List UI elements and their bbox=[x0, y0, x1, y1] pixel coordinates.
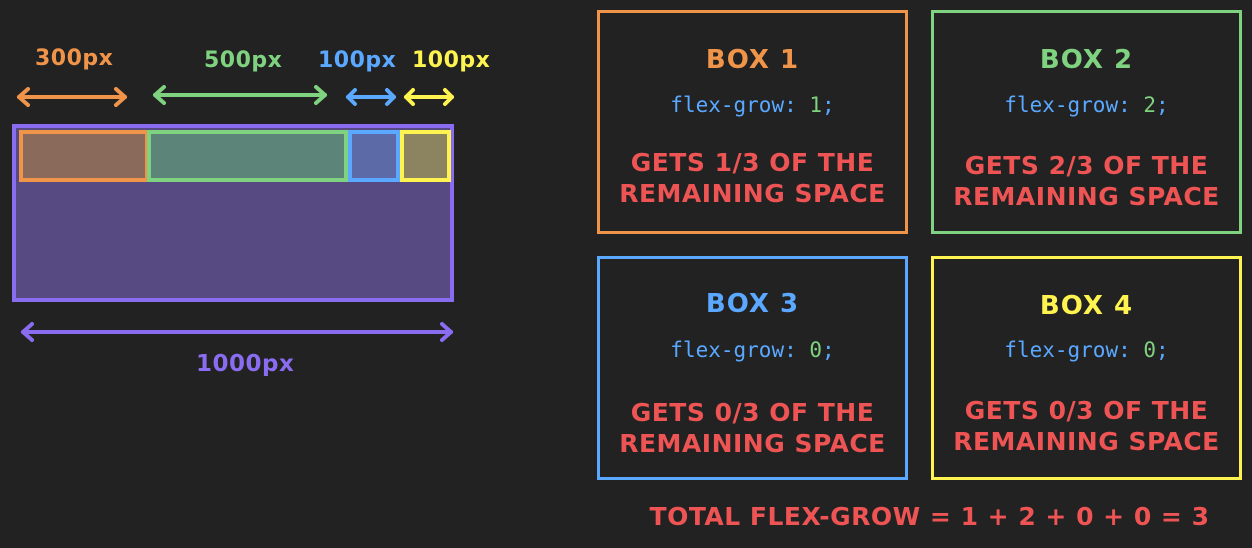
box-1-code-value: 1 bbox=[809, 93, 823, 117]
box-2-desc-line1: GETS 2/3 OF THE bbox=[964, 151, 1209, 180]
width-label-box-2: 500px bbox=[204, 48, 283, 73]
box-3-desc-line1: GETS 0/3 OF THE bbox=[630, 398, 875, 427]
container-width-label: 1000px bbox=[196, 351, 295, 377]
width-arrow-box-4 bbox=[404, 88, 454, 106]
width-label-box-4: 100px bbox=[412, 48, 491, 73]
box-4-code-value: 0 bbox=[1143, 338, 1157, 362]
box-3-desc-line2: REMAINING SPACE bbox=[619, 429, 886, 458]
box-1-description: GETS 1/3 OF THE REMAINING SPACE bbox=[600, 147, 905, 209]
box-4-code: flex-grow: 0; bbox=[934, 338, 1239, 362]
width-arrow-box-1 bbox=[17, 87, 127, 107]
box-2-title: BOX 2 bbox=[1039, 45, 1134, 75]
box-4-code-prop: flex-grow: bbox=[1004, 338, 1144, 362]
width-arrow-box-2 bbox=[153, 85, 327, 105]
width-label-box-1: 300px bbox=[35, 46, 114, 71]
box-3-code: flex-grow: 0; bbox=[600, 338, 905, 362]
width-label-box-3: 100px bbox=[318, 48, 397, 73]
box-4-code-end: ; bbox=[1156, 338, 1169, 362]
flex-item-box-3 bbox=[348, 130, 400, 182]
total-flex-grow: TOTAL FLEX-GROW = 1 + 2 + 0 + 0 = 3 bbox=[649, 502, 1210, 531]
box-1-desc-line1: GETS 1/3 OF THE bbox=[630, 148, 875, 177]
width-arrow-box-3 bbox=[346, 88, 396, 106]
flex-item-box-4 bbox=[400, 130, 451, 182]
flex-item-box-1 bbox=[19, 130, 149, 182]
container-width-arrow bbox=[21, 322, 453, 342]
box-2-code-prop: flex-grow: bbox=[1004, 93, 1144, 117]
box-2-code: flex-grow: 2; bbox=[934, 93, 1239, 117]
box-4-card: BOX 4 flex-grow: 0; GETS 0/3 OF THE REMA… bbox=[931, 256, 1242, 480]
box-1-desc-line2: REMAINING SPACE bbox=[619, 179, 886, 208]
box-1-code-prop: flex-grow: bbox=[670, 93, 810, 117]
box-4-desc-line2: REMAINING SPACE bbox=[953, 427, 1220, 456]
box-3-code-prop: flex-grow: bbox=[670, 338, 810, 362]
box-1-card: BOX 1 flex-grow: 1; GETS 1/3 OF THE REMA… bbox=[597, 10, 908, 234]
box-2-desc-line2: REMAINING SPACE bbox=[953, 182, 1220, 211]
box-3-card: BOX 3 flex-grow: 0; GETS 0/3 OF THE REMA… bbox=[597, 256, 908, 480]
box-4-description: GETS 0/3 OF THE REMAINING SPACE bbox=[934, 395, 1239, 457]
box-1-code-end: ; bbox=[822, 93, 835, 117]
box-2-code-value: 2 bbox=[1143, 93, 1157, 117]
box-3-description: GETS 0/3 OF THE REMAINING SPACE bbox=[600, 397, 905, 459]
box-4-title: BOX 4 bbox=[1039, 291, 1134, 321]
flex-item-box-2 bbox=[147, 130, 348, 182]
box-3-code-value: 0 bbox=[809, 338, 823, 362]
box-4-desc-line1: GETS 0/3 OF THE bbox=[964, 396, 1209, 425]
box-1-title: BOX 1 bbox=[705, 45, 800, 75]
box-3-title: BOX 3 bbox=[705, 289, 800, 319]
box-1-code: flex-grow: 1; bbox=[600, 93, 905, 117]
box-2-description: GETS 2/3 OF THE REMAINING SPACE bbox=[934, 150, 1239, 212]
box-3-code-end: ; bbox=[822, 338, 835, 362]
box-2-code-end: ; bbox=[1156, 93, 1169, 117]
box-2-card: BOX 2 flex-grow: 2; GETS 2/3 OF THE REMA… bbox=[931, 10, 1242, 234]
